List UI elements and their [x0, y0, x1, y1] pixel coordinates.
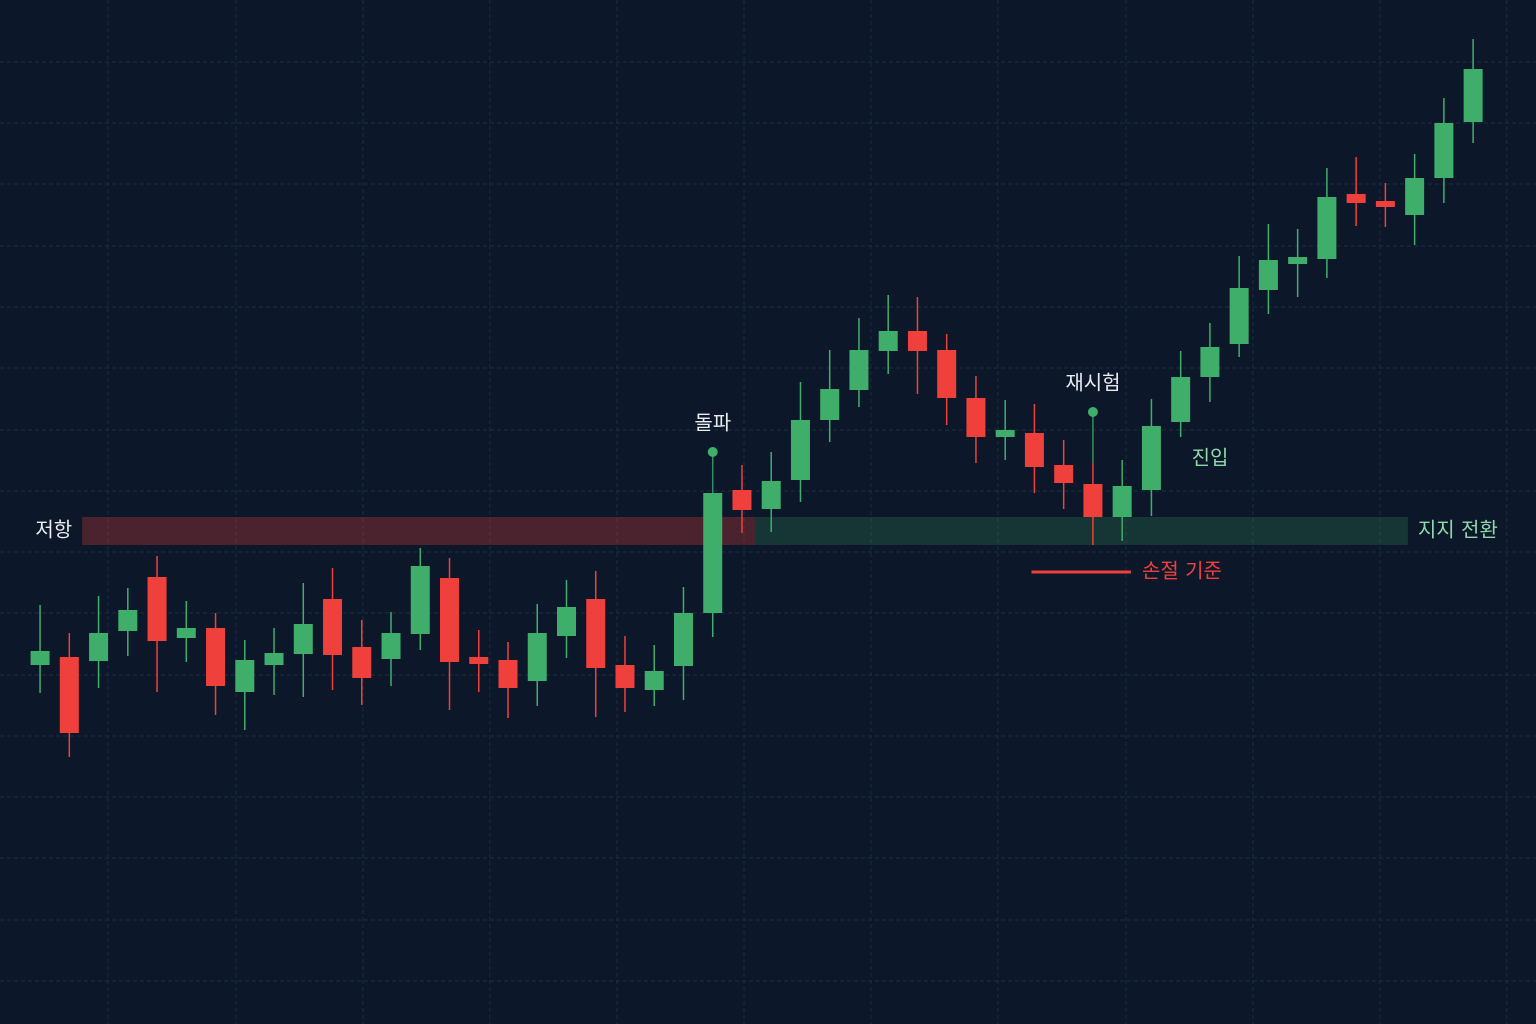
annotation-dot — [1087, 407, 1098, 417]
candle-body — [30, 651, 50, 665]
candle-body — [615, 665, 635, 688]
candle-body — [732, 490, 752, 510]
candle-body — [498, 660, 518, 688]
candle-body — [440, 578, 460, 662]
candle-body — [703, 493, 723, 613]
zone — [754, 517, 1408, 545]
annotation-label: 재시험 — [1065, 371, 1120, 395]
candle-body — [790, 420, 810, 480]
candle-body — [1434, 123, 1454, 178]
zone-label: 지지 전환 — [1418, 518, 1498, 542]
candle-body — [293, 624, 313, 654]
candle-body — [1024, 433, 1044, 467]
candle-body — [1112, 486, 1132, 517]
candle-body — [586, 599, 606, 668]
candle-body — [323, 599, 343, 655]
candle-body — [1141, 426, 1161, 490]
candle-body — [1229, 288, 1249, 344]
candle-body — [1054, 465, 1074, 483]
candle-body — [527, 633, 547, 681]
stop-loss-label: 손절 기준 — [1142, 559, 1222, 583]
candle-body — [381, 633, 401, 659]
candle-body — [937, 350, 957, 398]
candle-body — [1405, 178, 1425, 215]
candle-body — [673, 613, 693, 666]
candle-body — [469, 657, 489, 664]
candle-body — [556, 607, 576, 636]
candle-body — [1375, 201, 1395, 207]
candle-body — [1346, 194, 1366, 203]
candle-body — [352, 647, 372, 678]
candle-body — [410, 566, 430, 634]
candle-body — [264, 653, 284, 665]
candle-body — [147, 577, 167, 641]
candle-body — [206, 628, 226, 686]
candle-body — [1083, 484, 1103, 517]
annotation-label: 돌파 — [694, 411, 731, 435]
candle-body — [820, 389, 840, 420]
candle-body — [644, 671, 664, 690]
candle-body — [1258, 260, 1278, 290]
candle-body — [89, 633, 109, 661]
zone — [82, 517, 755, 545]
candle-body — [1288, 257, 1308, 264]
candle-body — [1200, 347, 1220, 377]
candle-body — [849, 350, 869, 390]
candle-body — [966, 398, 986, 437]
candle-body — [235, 660, 255, 692]
zone-label: 저항 — [35, 518, 72, 542]
candle-body — [59, 657, 79, 733]
candle-body — [878, 331, 898, 351]
candle-body — [761, 481, 781, 509]
candle-body — [907, 331, 927, 351]
candle-body — [176, 628, 196, 638]
annotation-dot — [707, 447, 718, 457]
candle-body — [118, 610, 138, 631]
candle-body — [1463, 69, 1483, 122]
candle-body — [1171, 377, 1191, 422]
candle-body — [995, 430, 1015, 437]
candle-body — [1317, 197, 1337, 259]
entry-label: 진입 — [1192, 446, 1229, 470]
